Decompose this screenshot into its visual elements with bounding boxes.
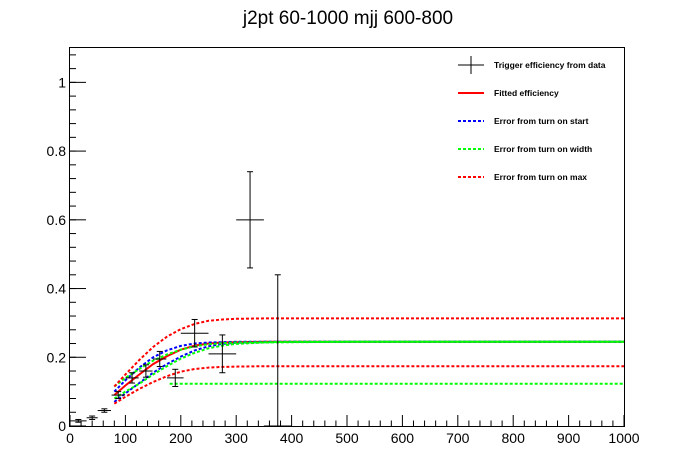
y-axis: 0 0.2 0.4 0.6 0.8 1 <box>47 54 86 434</box>
legend-label: Error from turn on max <box>494 172 587 182</box>
legend-label: Fitted efficiency <box>494 88 559 98</box>
y-tick-label: 0.4 <box>47 281 67 297</box>
y-tick-label: 0.2 <box>47 349 67 365</box>
x-tick-label: 400 <box>280 430 304 446</box>
x-tick-label: 600 <box>391 430 415 446</box>
x-tick-label: 800 <box>502 430 526 446</box>
y-tick-label: 0.6 <box>47 212 67 228</box>
y-tick-label: 0 <box>58 418 66 434</box>
x-axis: 0 100 200 300 400 500 600 700 800 900 1000 <box>66 415 640 446</box>
fit-curve <box>113 340 624 388</box>
legend-label: Trigger efficiency from data <box>494 60 606 70</box>
legend-label: Error from turn on start <box>494 116 589 126</box>
legend-label: Error from turn on width <box>494 144 592 154</box>
x-tick-label: 500 <box>335 430 359 446</box>
x-tick-label: 0 <box>66 430 74 446</box>
plot-points <box>70 171 292 427</box>
fit-curve <box>113 365 624 405</box>
chart-title: j2pt 60-1000 mjj 600-800 <box>242 8 453 29</box>
x-tick-label: 700 <box>446 430 470 446</box>
legend: Trigger efficiency from data Fitted effic… <box>458 56 606 182</box>
x-tick-label: 900 <box>557 430 581 446</box>
x-tick-label: 100 <box>114 430 138 446</box>
y-tick-label: 0.8 <box>47 143 67 159</box>
x-tick-label: 200 <box>169 430 193 446</box>
plot-curves <box>113 317 624 405</box>
fit-curve <box>113 317 624 388</box>
plot-frame <box>69 47 625 427</box>
x-tick-label: 1000 <box>608 430 639 446</box>
y-tick-label: 1 <box>58 74 66 90</box>
fit-curve <box>113 340 624 393</box>
fit-curve <box>113 340 624 403</box>
fit-curve <box>113 340 624 400</box>
fit-curve <box>113 340 624 396</box>
x-tick-label: 300 <box>225 430 249 446</box>
